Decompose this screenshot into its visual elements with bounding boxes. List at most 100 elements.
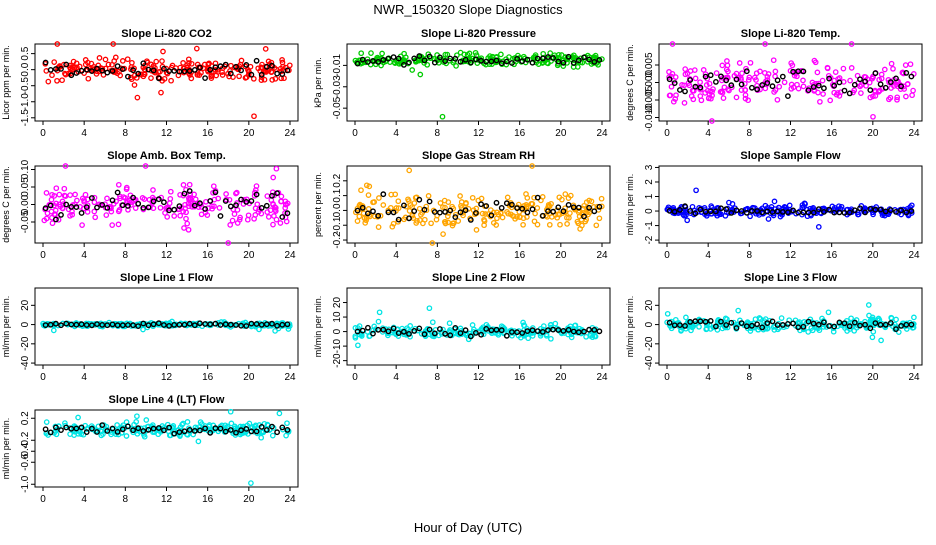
reference-point [248, 71, 255, 78]
data-point [209, 205, 215, 212]
data-point [424, 61, 431, 68]
data-point [51, 193, 58, 199]
data-point [858, 90, 864, 96]
data-point [61, 185, 68, 192]
data-point [88, 60, 95, 67]
y-tick-label: 1 [644, 193, 655, 199]
data-point [252, 212, 259, 218]
reference-point [191, 427, 198, 434]
data-point [781, 79, 788, 86]
data-point [764, 77, 771, 83]
reference-point [539, 328, 546, 335]
reference-point [702, 73, 709, 80]
data-point [255, 209, 262, 215]
reference-point [810, 84, 817, 90]
data-point [499, 214, 506, 221]
reference-point [114, 63, 121, 69]
reference-point [431, 330, 438, 337]
reference-point [385, 209, 392, 216]
data-point [538, 197, 544, 204]
reference-point [145, 322, 152, 329]
reference-point [135, 425, 142, 432]
reference-point [503, 200, 510, 207]
reference-point [274, 429, 280, 436]
y-axis-label: ml/min per min. [1, 418, 11, 480]
reference-point [119, 66, 126, 73]
reference-point [560, 327, 567, 334]
reference-point [591, 59, 598, 65]
reference-point [196, 200, 203, 207]
reference-point [841, 87, 848, 94]
reference-point [191, 202, 198, 209]
data-point [800, 77, 806, 84]
y-axis-label: percent per min. [313, 172, 323, 237]
x-tick-label: 0 [664, 372, 670, 383]
reference-point [524, 328, 531, 334]
reference-point [104, 69, 111, 76]
reference-point [467, 333, 474, 340]
reference-point [534, 194, 541, 201]
y-tick-label: 0 [644, 321, 655, 327]
y-tick-label: 0 [332, 328, 343, 334]
data-point [96, 55, 103, 61]
reference-point [248, 428, 255, 435]
y-tick-label: 0.05 [20, 177, 31, 197]
data-point [103, 212, 110, 218]
reference-point [83, 322, 90, 328]
data-point [733, 94, 740, 101]
data-point [227, 222, 234, 228]
reference-point [191, 67, 198, 73]
data-point [233, 189, 240, 196]
reference-point [279, 214, 286, 220]
data-point [368, 50, 374, 56]
data-point [764, 73, 771, 80]
data-point [848, 65, 855, 71]
reference-point [570, 60, 577, 66]
reference-point [764, 80, 771, 86]
data-point [54, 77, 60, 84]
panel-title: Slope Li-820 Temp. [741, 28, 840, 40]
data-point [180, 65, 187, 72]
reference-point [125, 322, 131, 328]
reference-point [385, 55, 392, 62]
data-point [264, 209, 271, 215]
data-point [186, 70, 192, 77]
data-point [746, 74, 753, 81]
data-point [358, 50, 365, 57]
data-point [508, 204, 515, 211]
data-point [184, 431, 191, 438]
data-point [116, 68, 122, 75]
x-tick-label: 4 [393, 372, 399, 383]
reference-point [575, 57, 582, 64]
data-point [363, 182, 370, 189]
x-tick-label: 8 [123, 494, 129, 505]
data-point [684, 217, 691, 224]
data-point [115, 221, 122, 228]
reference-point [421, 57, 428, 64]
data-point [265, 214, 272, 220]
reference-point [222, 321, 229, 328]
data-point [219, 69, 225, 75]
data-point [128, 76, 135, 83]
data-point [55, 216, 62, 223]
data-point [69, 211, 76, 218]
data-point [900, 70, 907, 77]
reference-point [222, 428, 229, 435]
reference-point [872, 70, 879, 77]
reference-point [150, 425, 157, 432]
reference-point [821, 319, 827, 326]
data-point [67, 431, 73, 437]
data-point [231, 211, 238, 217]
reference-point [452, 214, 459, 221]
reference-point [898, 83, 904, 90]
reference-point [785, 93, 791, 100]
reference-point [882, 321, 889, 328]
data-point [708, 95, 714, 102]
reference-point [109, 197, 116, 204]
reference-point [733, 76, 740, 83]
reference-point [47, 67, 54, 73]
reference-point [253, 57, 260, 64]
data-point [479, 210, 486, 217]
data-point [444, 51, 451, 58]
reference-point [754, 321, 760, 328]
